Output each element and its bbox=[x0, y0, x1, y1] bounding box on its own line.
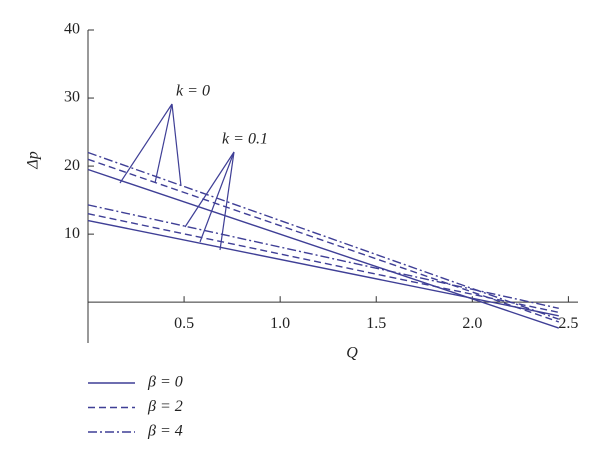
annotation-pointer bbox=[119, 103, 173, 184]
x-tick-label: 0.5 bbox=[174, 315, 194, 332]
x-tick-label: 1.0 bbox=[270, 315, 290, 332]
series-line bbox=[87, 158, 560, 323]
annotation: k = 0 bbox=[176, 83, 210, 100]
y-axis-label: Δp bbox=[25, 151, 42, 169]
y-tick-label: 40 bbox=[64, 21, 80, 38]
series-line bbox=[87, 213, 559, 314]
annotation-pointer bbox=[219, 151, 235, 251]
annotation-pointer bbox=[184, 151, 235, 228]
x-axis-label: Q bbox=[346, 345, 358, 362]
series-line bbox=[87, 219, 559, 317]
x-tick-label: 2.0 bbox=[462, 315, 482, 332]
x-tick-label: 2.5 bbox=[558, 315, 578, 332]
legend-label: β = 4 bbox=[147, 423, 183, 440]
annotation: k = 0.1 bbox=[222, 131, 268, 148]
series-line bbox=[87, 204, 559, 309]
y-tick-label: 30 bbox=[64, 89, 80, 106]
y-tick-label: 10 bbox=[64, 225, 80, 242]
series-line bbox=[87, 151, 560, 320]
annotation-pointer bbox=[199, 151, 235, 243]
series-line bbox=[87, 168, 560, 329]
x-tick-label: 1.5 bbox=[366, 315, 386, 332]
annotation-pointer bbox=[171, 103, 182, 187]
y-tick-label: 20 bbox=[64, 157, 80, 174]
legend-label: β = 2 bbox=[147, 398, 183, 415]
legend-label: β = 0 bbox=[147, 374, 183, 391]
annotation-pointer bbox=[154, 103, 173, 184]
